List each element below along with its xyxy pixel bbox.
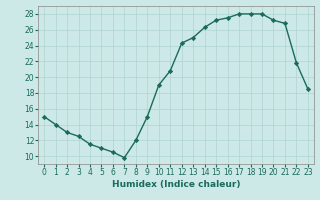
X-axis label: Humidex (Indice chaleur): Humidex (Indice chaleur) <box>112 180 240 189</box>
